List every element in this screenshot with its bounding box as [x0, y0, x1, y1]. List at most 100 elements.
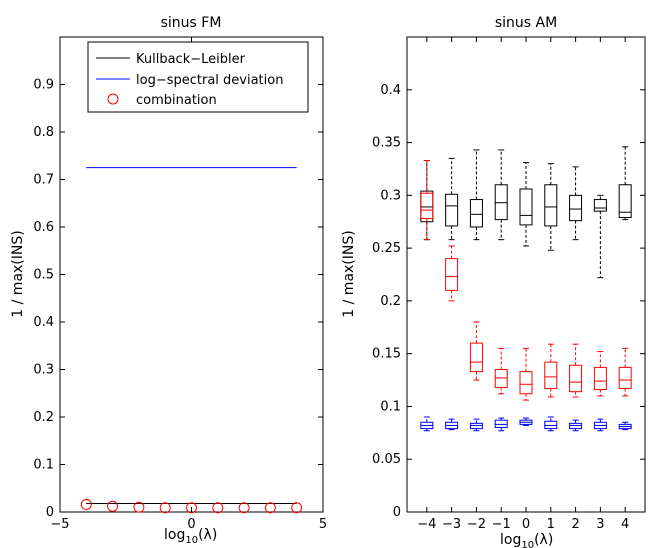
sinus-am-boxplot: [445, 157, 459, 241]
sinus-fm-ytick-label: 0.9: [33, 78, 54, 93]
sinus-am-boxplot: [519, 347, 533, 401]
sinus-am-ytick-label: 0.2: [380, 294, 401, 309]
sinus-fm-ytick-label: 0.8: [33, 125, 54, 140]
sinus-fm-xtick-label: 5: [319, 517, 327, 532]
sinus-am-boxplot: [519, 162, 533, 247]
sinus-am-xlabel-base: log: [500, 532, 521, 548]
sinus-fm-ticks: 00.10.20.30.40.50.60.70.80.9−5 0 5: [33, 37, 327, 532]
sinus-am-boxplot: [569, 343, 583, 398]
sinus-fm-ytick-label: 0: [46, 505, 54, 520]
sinus-am-xtick-label: −4: [417, 517, 436, 532]
sinus-fm-series-point: [159, 502, 171, 514]
sinus-fm-series-point: [133, 501, 145, 513]
boxplot-box: [494, 184, 508, 221]
sinus-fm-xlabel-arg: (λ): [198, 527, 217, 543]
legend-combination-label: combination: [136, 93, 217, 108]
sinus-fm-series-point: [107, 500, 119, 512]
boxplot-box: [544, 361, 558, 390]
sinus-am-xtick-label: 1: [547, 517, 555, 532]
boxplot-box: [469, 422, 483, 430]
sinus-am-xtick-label: 0: [522, 517, 530, 532]
sinus-am-boxplot: [569, 166, 583, 241]
boxplot-box: [420, 192, 434, 220]
sinus-fm-xtick-label: 0: [187, 517, 195, 532]
sinus-fm-ytick-label: 0.6: [33, 220, 54, 235]
sinus-fm-title: sinus FM: [161, 15, 222, 31]
sinus-am-boxplot: [618, 146, 632, 221]
sinus-fm-xlabel-sub: 10: [185, 535, 198, 546]
sinus-am-ytick-label: 0.35: [372, 136, 401, 151]
legend-lsd-label: log−spectral deviation: [136, 73, 283, 88]
legend-combination-swatch: [107, 93, 119, 105]
sinus-am-boxplot: [494, 417, 508, 432]
boxplot-box: [593, 366, 607, 391]
sinus-am-boxplot: [420, 416, 434, 432]
sinus-am-ytick-label: 0.1: [380, 399, 401, 414]
sinus-fm-ylabel: 1 / max(INS): [10, 230, 26, 317]
sinus-am-series: [420, 146, 632, 432]
sinus-am-boxplot: [519, 417, 533, 426]
sinus-am-boxplot: [618, 347, 632, 397]
sinus-am-xtick-label: 4: [621, 517, 629, 532]
sinus-fm-series-point: [80, 498, 92, 510]
sinus-am-boxplot: [569, 419, 583, 432]
sinus-fm-ytick-label: 0.5: [33, 268, 54, 283]
boxplot-box: [544, 184, 558, 227]
boxplot-box: [494, 369, 508, 388]
sinus-am-xlabel-sub: 10: [521, 540, 534, 548]
sinus-am-boxplot: [593, 194, 607, 279]
sinus-am-ytick-label: 0.05: [372, 452, 401, 467]
boxplot-box: [519, 371, 533, 395]
sinus-am-chart: sinus AM log10(λ) 1 / max(INS) 00.050.10…: [341, 15, 646, 548]
sinus-am-ylabel: 1 / max(INS): [341, 230, 357, 317]
boxplot-box: [494, 419, 508, 429]
sinus-am-boxplot: [544, 343, 558, 398]
boxplot-box: [469, 199, 483, 228]
sinus-fm-chart: sinus FM log10(λ) 1 / max(INS) 0 0.1 0.2 0.…: [10, 15, 327, 546]
sinus-am-boxplot: [469, 418, 483, 432]
sinus-am-ticks: 0 0.05 0.1 0.15 0.2 0.25 0.3 0.35 0.4 −4 −3 −2 −1 0 1 2…: [372, 37, 645, 532]
sinus-am-xtick-label: −2: [467, 517, 486, 532]
sinus-fm-series-point: [291, 502, 303, 514]
boxplot-box: [469, 342, 483, 373]
sinus-am-axes: [406, 36, 646, 513]
sinus-am-ytick-label: 0.4: [380, 83, 401, 98]
sinus-am-title: sinus AM: [495, 15, 557, 31]
sinus-am-boxplot: [544, 163, 558, 251]
sinus-am-boxplot: [420, 160, 434, 241]
sinus-am-boxplot: [469, 321, 483, 381]
sinus-am-ytick-label: 0.25: [372, 241, 401, 256]
boxplot-box: [618, 366, 632, 389]
sinus-am-xlabel-arg: (λ): [534, 532, 553, 548]
sinus-am-ytick-label: 0.3: [380, 188, 401, 203]
sinus-am-boxplot: [544, 416, 558, 432]
sinus-am-boxplot: [494, 149, 508, 241]
sinus-am-ytick-label: 0.15: [372, 347, 401, 362]
sinus-fm-legend: Kullback−Leibler log−spectral deviation …: [87, 41, 309, 113]
sinus-fm-xlabel: log10(λ): [164, 527, 217, 546]
sinus-fm-xlabel-base: log: [164, 527, 185, 543]
boxplot-box: [445, 193, 459, 227]
sinus-am-boxplot: [494, 347, 508, 395]
sinus-am-boxplot: [593, 351, 607, 397]
sinus-fm-axes: [59, 36, 324, 513]
sinus-fm-series-point: [264, 502, 276, 514]
sinus-fm-ytick-label: 0.1: [33, 458, 54, 473]
sinus-am-boxplot: [469, 149, 483, 241]
sinus-am-xtick-label: −3: [442, 517, 461, 532]
sinus-am-xlabel: log10(λ): [500, 532, 553, 548]
sinus-am-xtick-label: 2: [571, 517, 579, 532]
sinus-fm-series-point: [238, 502, 250, 514]
legend-kl-label: Kullback−Leibler: [136, 52, 246, 67]
boxplot-box: [519, 188, 533, 226]
sinus-fm-xtick-label: −5: [50, 517, 69, 532]
sinus-am-ytick-label: 0: [393, 505, 401, 520]
boxplot-box: [569, 364, 583, 393]
sinus-fm-series: [80, 167, 303, 514]
boxplot-box: [544, 420, 558, 430]
boxplot-box: [569, 422, 583, 430]
boxplot-box: [569, 194, 583, 222]
sinus-am-boxplot: [445, 245, 459, 302]
sinus-am-boxplot: [445, 418, 459, 431]
